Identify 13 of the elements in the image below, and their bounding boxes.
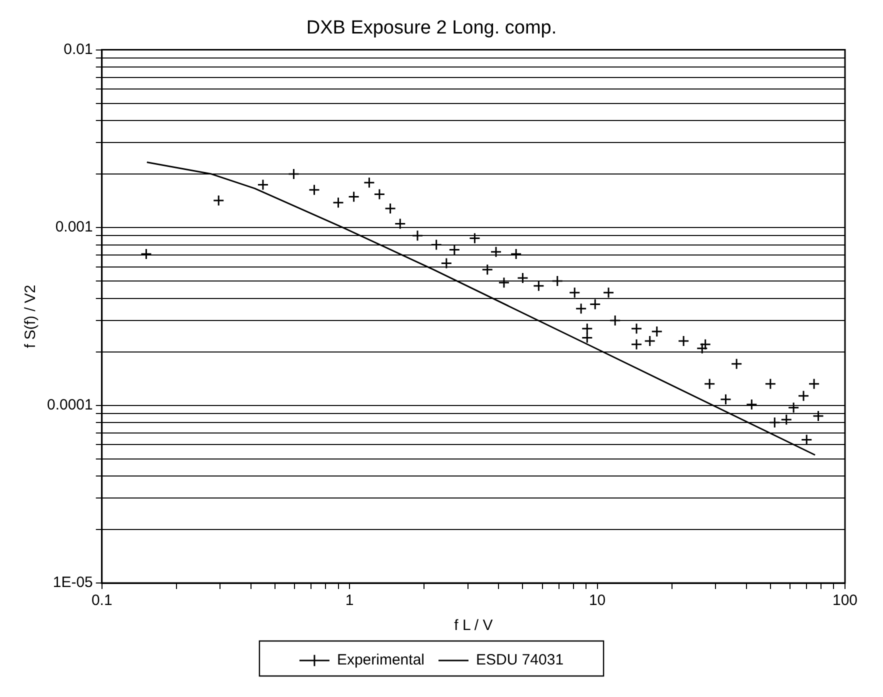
x-tick-label: 0.1 [91, 592, 112, 610]
x-tick-label: 100 [832, 592, 858, 610]
y-tick-label: 1E-05 [52, 574, 93, 592]
y-tick-label: 0.0001 [46, 396, 93, 414]
legend-label: Experimental [336, 652, 424, 669]
x-tick-label: 1 [345, 592, 354, 610]
chart-title: DXB Exposure 2 Long. comp. [306, 18, 557, 39]
y-tick-label: 0.01 [64, 40, 93, 58]
legend-label: ESDU 74031 [476, 652, 564, 669]
x-tick-label: 10 [588, 592, 606, 610]
y-tick-label: 0.001 [55, 218, 93, 236]
y-axis-title: f S(f) / V2 [22, 284, 40, 348]
x-axis-title: f L / V [454, 617, 493, 634]
